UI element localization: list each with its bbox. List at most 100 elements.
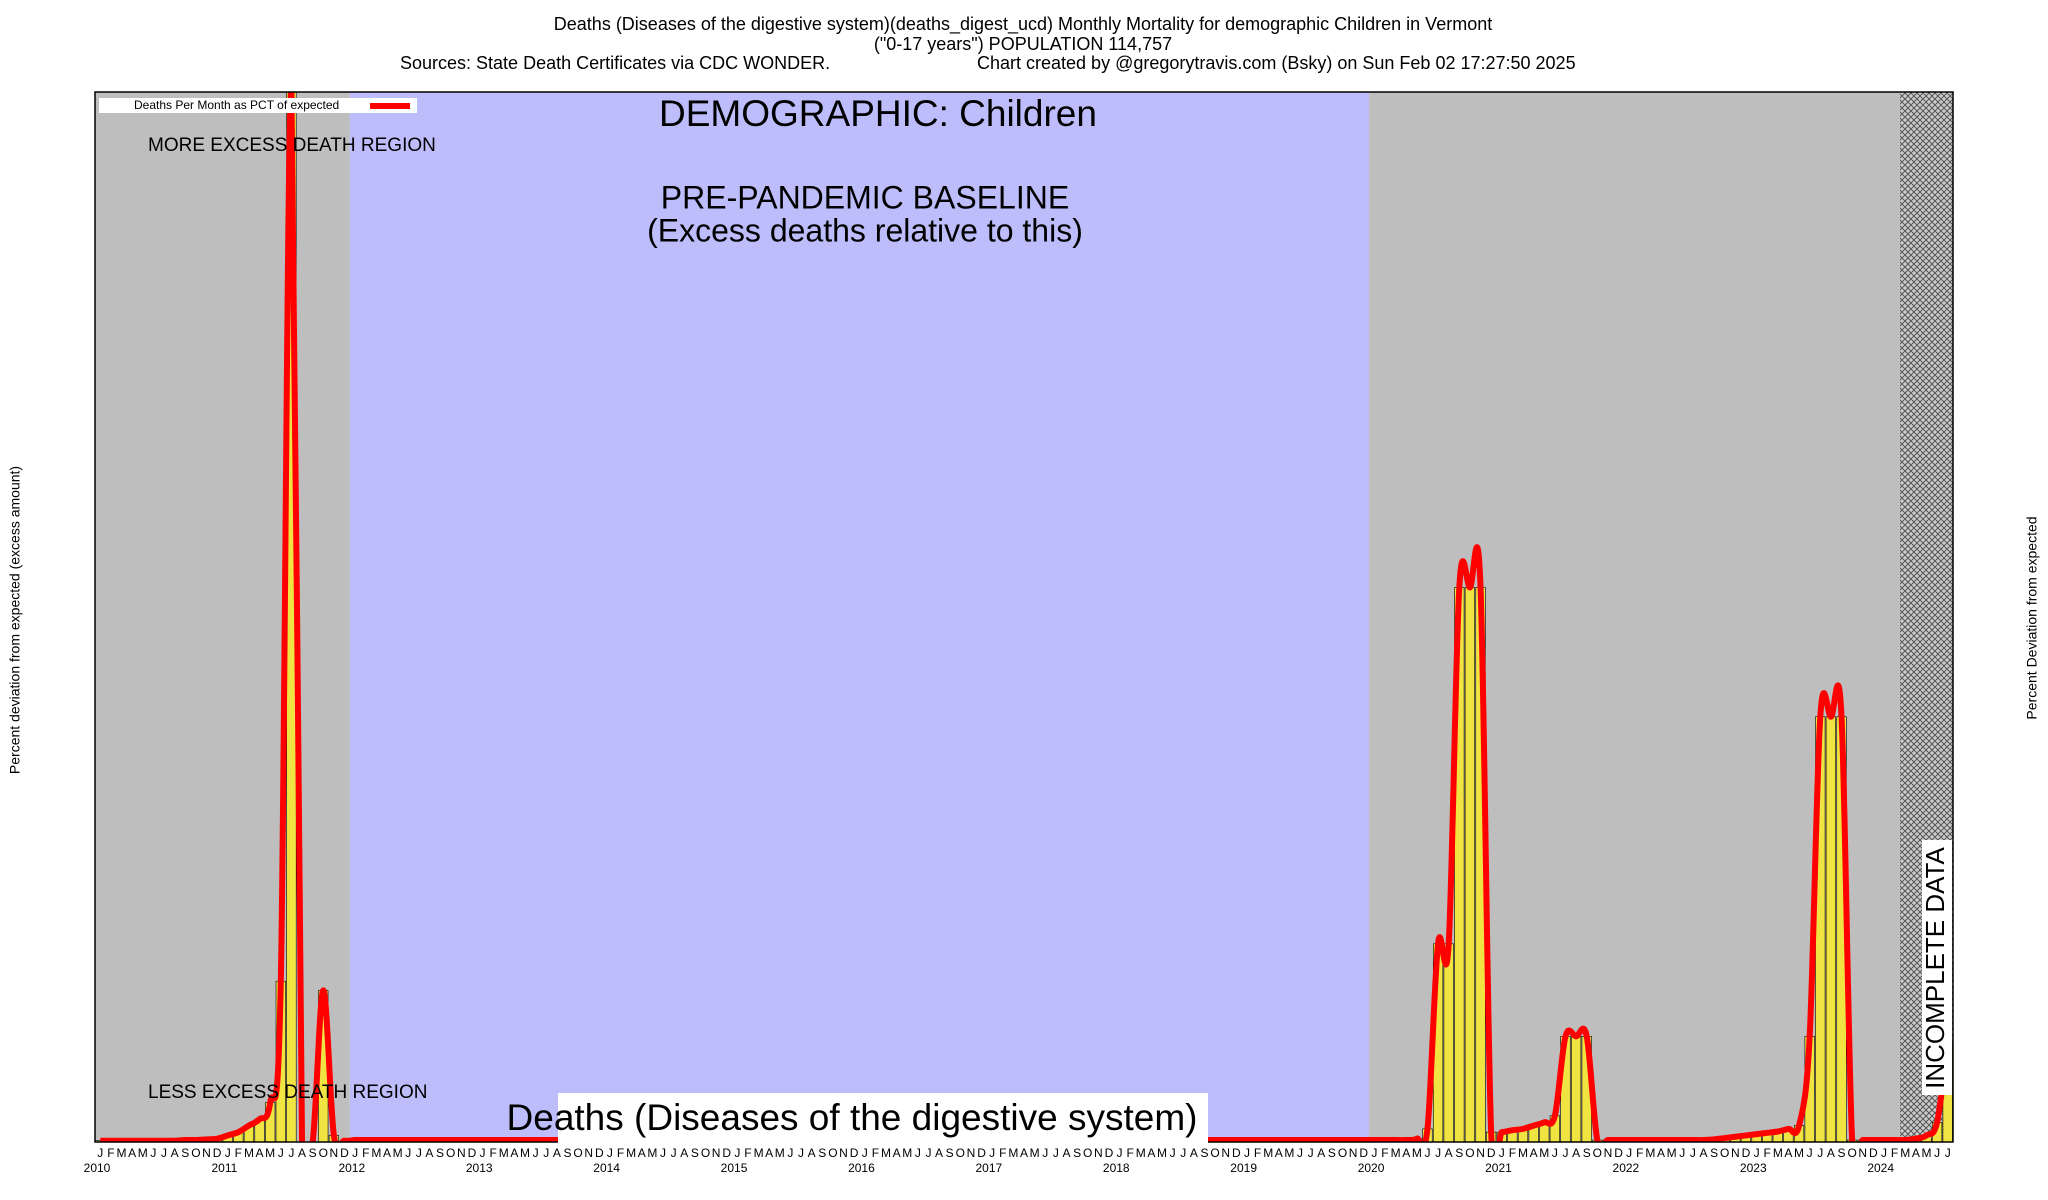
- x-tick-label: M: [1921, 1146, 1931, 1160]
- x-tick-label: J: [543, 1146, 549, 1160]
- x-tick-label: M: [1263, 1146, 1273, 1160]
- x-tick-label: D: [468, 1146, 477, 1160]
- x-tick-label: M: [881, 1146, 891, 1160]
- x-tick-label: A: [638, 1146, 646, 1160]
- year-label: 2024: [1867, 1161, 1894, 1175]
- x-tick-label: M: [138, 1146, 148, 1160]
- x-tick-label: J: [862, 1146, 868, 1160]
- x-tick-label: O: [701, 1146, 710, 1160]
- x-tick-label: J: [225, 1146, 231, 1160]
- x-tick-label: O: [1083, 1146, 1092, 1160]
- less-region-label: LESS EXCESS DEATH REGION: [148, 1082, 427, 1103]
- x-tick-label: M: [520, 1146, 530, 1160]
- year-label: 2018: [1103, 1161, 1130, 1175]
- x-tick-label: J: [1817, 1146, 1823, 1160]
- x-tick-label: J: [1626, 1146, 1632, 1160]
- x-tick-label: S: [563, 1146, 571, 1160]
- x-tick-label: M: [1667, 1146, 1677, 1160]
- x-tick-label: N: [1094, 1146, 1103, 1160]
- x-tick-label: J: [734, 1146, 740, 1160]
- x-tick-label: J: [1053, 1146, 1059, 1160]
- x-tick-label: F: [107, 1146, 114, 1160]
- x-tick-label: F: [617, 1146, 624, 1160]
- x-tick-label: D: [977, 1146, 986, 1160]
- x-tick-label: M: [1008, 1146, 1018, 1160]
- x-tick-label: J: [1881, 1146, 1887, 1160]
- x-tick-label: D: [1105, 1146, 1114, 1160]
- x-tick-label: A: [425, 1146, 433, 1160]
- x-tick-label: N: [967, 1146, 976, 1160]
- x-tick-label: F: [489, 1146, 496, 1160]
- x-tick-label: J: [1562, 1146, 1568, 1160]
- year-label: 2022: [1613, 1161, 1640, 1175]
- x-tick-label: J: [1180, 1146, 1186, 1160]
- x-tick-label: A: [298, 1146, 306, 1160]
- y2-axis-label: Percent Deviation from expected: [2024, 516, 2040, 719]
- x-tick-label: O: [1593, 1146, 1602, 1160]
- x-tick-label: J: [150, 1146, 156, 1160]
- x-tick-label: J: [1424, 1146, 1430, 1160]
- x-tick-label: D: [1869, 1146, 1878, 1160]
- source: Sources: State Death Certificates via CD…: [400, 53, 830, 73]
- x-tick-label: D: [1359, 1146, 1368, 1160]
- x-tick-label: J: [1499, 1146, 1505, 1160]
- x-tick-label: A: [128, 1146, 136, 1160]
- x-tick-label: A: [1190, 1146, 1198, 1160]
- x-tick-label: J: [787, 1146, 793, 1160]
- x-tick-label: S: [1073, 1146, 1081, 1160]
- baseline-label: PRE-PANDEMIC BASELINE: [661, 179, 1069, 215]
- x-tick-label: J: [1754, 1146, 1760, 1160]
- x-tick-label: M: [1157, 1146, 1167, 1160]
- x-tick-label: M: [393, 1146, 403, 1160]
- x-tick-label: M: [1794, 1146, 1804, 1160]
- x-tick-label: F: [1764, 1146, 1771, 1160]
- y-axis-label: Percent deviation from expected (excess …: [7, 466, 23, 774]
- x-tick-label: M: [647, 1146, 657, 1160]
- x-tick-label: J: [1435, 1146, 1441, 1160]
- year-label: 2011: [211, 1161, 237, 1175]
- x-tick-label: A: [1912, 1146, 1920, 1160]
- x-tick-label: O: [1847, 1146, 1856, 1160]
- x-tick-label: S: [309, 1146, 317, 1160]
- x-tick-label: J: [416, 1146, 422, 1160]
- x-tick-label: A: [510, 1146, 518, 1160]
- x-tick-label: M: [775, 1146, 785, 1160]
- x-tick-label: O: [1465, 1146, 1474, 1160]
- x-tick-label: J: [1170, 1146, 1176, 1160]
- legend: Deaths Per Month as PCT of expected: [99, 98, 417, 113]
- x-tick-label: A: [1402, 1146, 1410, 1160]
- x-tick-label: O: [573, 1146, 582, 1160]
- x-tick-label: J: [1042, 1146, 1048, 1160]
- x-tick-label: O: [319, 1146, 328, 1160]
- x-tick-label: N: [1476, 1146, 1485, 1160]
- x-tick-label: F: [362, 1146, 369, 1160]
- x-tick-label: M: [265, 1146, 275, 1160]
- x-tick-label: M: [1518, 1146, 1528, 1160]
- x-tick-label: M: [371, 1146, 381, 1160]
- x-tick-label: F: [1381, 1146, 1388, 1160]
- x-tick-label: F: [872, 1146, 879, 1160]
- credit: Chart created by @gregorytravis.com (Bsk…: [977, 53, 1576, 73]
- x-tick-label: N: [202, 1146, 211, 1160]
- x-tick-label: A: [1572, 1146, 1580, 1160]
- bar: [1571, 1036, 1582, 1142]
- x-tick-label: J: [1117, 1146, 1123, 1160]
- x-tick-label: N: [584, 1146, 593, 1160]
- x-tick-label: M: [1900, 1146, 1910, 1160]
- x-tick-label: N: [712, 1146, 721, 1160]
- x-tick-label: M: [902, 1146, 912, 1160]
- x-tick-label: J: [97, 1146, 103, 1160]
- x-tick-label: J: [1308, 1146, 1314, 1160]
- x-tick-label: O: [828, 1146, 837, 1160]
- x-tick-label: N: [1221, 1146, 1230, 1160]
- year-label: 2020: [1358, 1161, 1385, 1175]
- x-tick-label: M: [1391, 1146, 1401, 1160]
- x-tick-label: D: [1614, 1146, 1623, 1160]
- x-tick-label: N: [839, 1146, 848, 1160]
- x-tick-label: N: [1349, 1146, 1358, 1160]
- x-tick-label: J: [288, 1146, 294, 1160]
- more-region-label: MORE EXCESS DEATH REGION: [148, 135, 436, 156]
- x-tick-label: A: [1317, 1146, 1325, 1160]
- chart-title: Deaths (Diseases of the digestive system…: [554, 14, 1492, 35]
